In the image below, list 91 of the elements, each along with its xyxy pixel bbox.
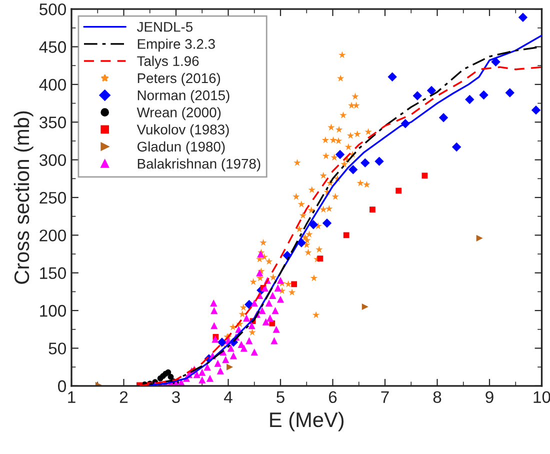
point bbox=[272, 326, 280, 333]
point bbox=[265, 299, 273, 307]
point bbox=[531, 105, 541, 115]
x-tick-label: 3 bbox=[172, 391, 180, 404]
point bbox=[343, 232, 350, 238]
point bbox=[222, 356, 230, 364]
x-tick-label: 5 bbox=[276, 391, 284, 404]
point bbox=[165, 369, 172, 376]
y-tick-label: 50 bbox=[48, 342, 66, 354]
point bbox=[322, 218, 332, 228]
point bbox=[505, 88, 514, 98]
point bbox=[412, 91, 422, 100]
y-tick-label: 0 bbox=[58, 380, 66, 392]
legend-label: Balakrishnan (1978) bbox=[138, 158, 260, 172]
point bbox=[348, 165, 358, 174]
point bbox=[266, 314, 274, 322]
point bbox=[250, 348, 258, 356]
y-tick-label: 300 bbox=[39, 154, 66, 166]
point bbox=[317, 256, 324, 262]
point bbox=[491, 57, 500, 66]
x-tick-label: 6 bbox=[328, 391, 337, 404]
point bbox=[276, 276, 284, 284]
legend-label: Vukolov (1983) bbox=[136, 124, 229, 138]
legend-label: JENDL-5 bbox=[136, 22, 193, 32]
point bbox=[465, 94, 474, 104]
x-axis-title: E (MeV) bbox=[270, 412, 344, 432]
point bbox=[518, 12, 528, 22]
y-tick-label: 450 bbox=[39, 41, 66, 53]
point bbox=[217, 338, 227, 347]
point bbox=[291, 281, 298, 288]
point bbox=[210, 306, 218, 314]
point bbox=[262, 318, 270, 326]
x-tick-label: 8 bbox=[433, 391, 442, 404]
y-tick-label: 250 bbox=[40, 192, 66, 204]
point bbox=[388, 72, 397, 82]
point bbox=[422, 172, 428, 179]
point bbox=[360, 158, 370, 168]
point bbox=[370, 206, 376, 212]
x-tick-label: 2 bbox=[120, 391, 128, 403]
point bbox=[168, 374, 174, 380]
legend-label: Talys 1.96 bbox=[137, 56, 199, 69]
point bbox=[308, 220, 318, 230]
point bbox=[198, 376, 206, 384]
point bbox=[226, 364, 234, 370]
legend-label: Peters (2016) bbox=[138, 72, 220, 86]
x-tick-label: 10 bbox=[534, 391, 550, 404]
point bbox=[270, 337, 278, 344]
point bbox=[214, 360, 222, 367]
point bbox=[204, 364, 211, 371]
point bbox=[452, 142, 462, 152]
point bbox=[438, 113, 448, 122]
point bbox=[362, 304, 368, 310]
point bbox=[269, 292, 276, 300]
point bbox=[240, 344, 248, 352]
point bbox=[479, 90, 488, 100]
point bbox=[246, 337, 253, 344]
y-tick-label: 150 bbox=[40, 267, 66, 280]
point bbox=[258, 306, 266, 314]
y-tick-label: 200 bbox=[40, 230, 66, 242]
point bbox=[230, 352, 238, 360]
point bbox=[396, 188, 402, 194]
point bbox=[206, 374, 214, 382]
y-tick-label: 350 bbox=[39, 116, 66, 128]
point bbox=[242, 314, 250, 322]
legend-label: Empire 3.2.3 bbox=[138, 38, 215, 52]
x-tick-label: 1 bbox=[68, 391, 76, 403]
y-axis-title: Cross section (mb) bbox=[14, 111, 34, 284]
point bbox=[227, 344, 234, 352]
point bbox=[276, 296, 284, 303]
legend-label: Gladun (1980) bbox=[137, 141, 225, 154]
point bbox=[335, 150, 345, 160]
point bbox=[248, 322, 256, 330]
y-tick-label: 100 bbox=[40, 304, 66, 317]
point bbox=[272, 306, 279, 314]
x-tick-label: 4 bbox=[224, 391, 232, 403]
point bbox=[426, 86, 436, 96]
legend-label: Norman (2015) bbox=[138, 90, 230, 103]
legend-label: Wrean (2000) bbox=[136, 107, 221, 120]
x-tick-label: 7 bbox=[381, 391, 389, 403]
point bbox=[210, 299, 218, 307]
point bbox=[250, 299, 258, 307]
point bbox=[210, 322, 218, 330]
point bbox=[476, 234, 483, 242]
x-tick-label: 9 bbox=[486, 391, 494, 404]
point bbox=[198, 368, 206, 376]
point bbox=[212, 336, 219, 343]
point bbox=[274, 284, 282, 292]
y-tick-label: 400 bbox=[39, 78, 66, 91]
y-tick-label: 500 bbox=[40, 3, 66, 16]
point bbox=[216, 367, 224, 374]
point bbox=[374, 156, 384, 166]
